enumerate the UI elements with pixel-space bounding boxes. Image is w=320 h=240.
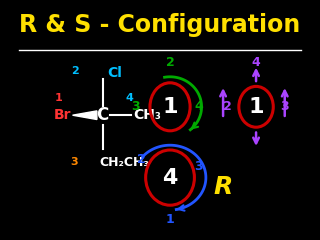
Text: 2: 2 xyxy=(223,100,232,113)
Text: 4: 4 xyxy=(252,56,260,69)
Text: 3: 3 xyxy=(70,157,78,167)
Text: 4: 4 xyxy=(194,100,203,113)
Text: 2: 2 xyxy=(137,153,146,166)
Text: 4: 4 xyxy=(126,93,134,103)
Text: 1: 1 xyxy=(166,213,174,226)
Text: 1: 1 xyxy=(248,97,264,117)
Text: C: C xyxy=(97,106,109,124)
Text: 1: 1 xyxy=(54,93,62,103)
Text: R & S - Configuration: R & S - Configuration xyxy=(20,13,300,37)
Text: R: R xyxy=(213,175,233,199)
Text: CH₂CH₃: CH₂CH₃ xyxy=(100,156,150,168)
Text: 3: 3 xyxy=(280,100,289,113)
Polygon shape xyxy=(73,111,97,120)
Text: 3: 3 xyxy=(194,160,203,173)
Text: 2: 2 xyxy=(72,66,79,76)
Text: 2: 2 xyxy=(166,56,174,69)
Text: Cl: Cl xyxy=(107,66,122,80)
Text: CH₃: CH₃ xyxy=(133,108,161,122)
Text: 1: 1 xyxy=(162,97,178,117)
Text: 4: 4 xyxy=(162,168,178,188)
Text: Br: Br xyxy=(54,108,71,122)
Text: 3: 3 xyxy=(131,100,140,113)
